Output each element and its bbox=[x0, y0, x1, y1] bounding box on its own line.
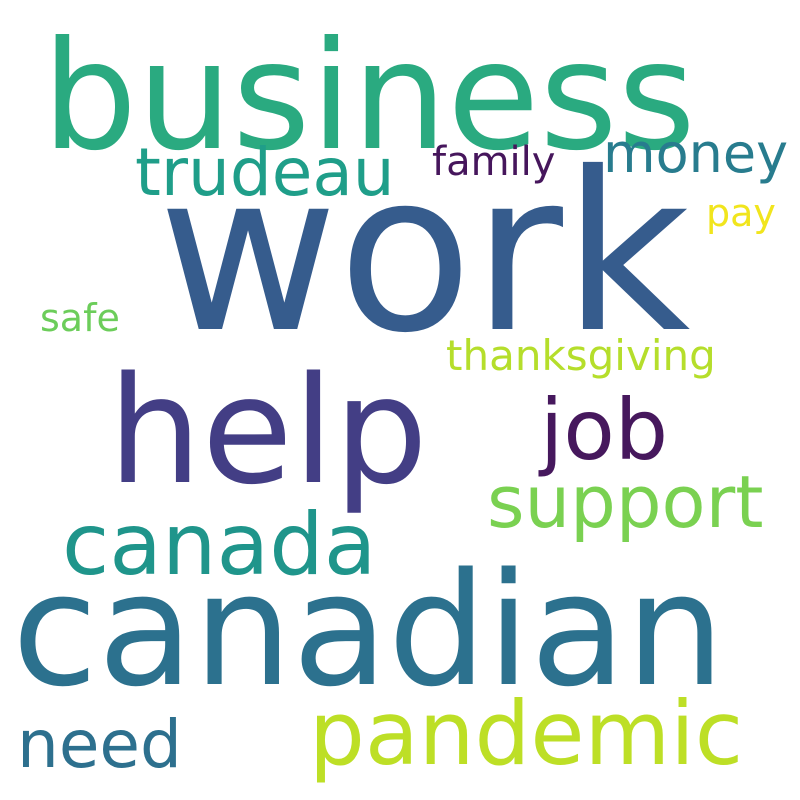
word-job: job bbox=[540, 381, 669, 479]
word-safe: safe bbox=[40, 296, 120, 340]
word-pandemic: pandemic bbox=[309, 682, 744, 785]
word-pay: pay bbox=[706, 191, 776, 235]
word-thanksgiving: thanksgiving bbox=[446, 331, 716, 380]
word-help: help bbox=[108, 345, 428, 517]
word-work: work bbox=[158, 125, 691, 381]
word-trudeau: trudeau bbox=[135, 134, 395, 211]
word-need: need bbox=[17, 706, 182, 783]
word-family: family bbox=[432, 139, 556, 185]
word-money: money bbox=[603, 122, 789, 185]
word-business: business bbox=[42, 10, 696, 184]
word-support: support bbox=[487, 460, 764, 544]
word-canadian: canadian bbox=[12, 539, 725, 721]
word-canada: canada bbox=[62, 495, 377, 595]
